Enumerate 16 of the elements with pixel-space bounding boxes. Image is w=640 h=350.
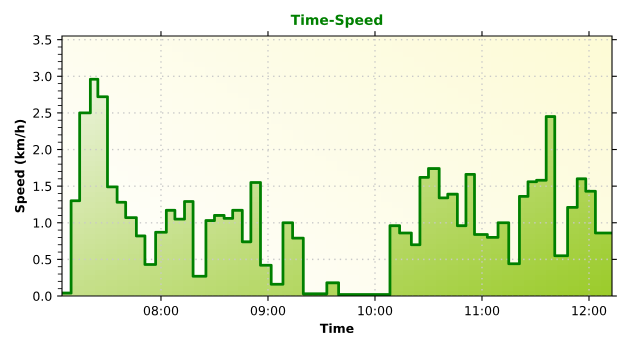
y-tick-label: 3.5 [33,35,52,45]
x-tick-label: 12:00 [572,306,606,316]
y-tick-label: 1.5 [34,182,52,192]
x-axis-title: Time [320,323,354,334]
y-tick-label: 0.5 [33,254,52,264]
y-tick-label: 2.5 [33,108,52,118]
y-tick-label: 1.0 [34,218,52,228]
chart-title: Time-Speed [290,14,382,28]
x-tick-label: 11:00 [465,306,500,316]
x-tick-label: 08:00 [144,306,178,316]
x-tick-label: 09:00 [250,306,286,316]
y-axis-title: Speed (km/h) [14,120,27,212]
x-tick-label: 10:00 [358,306,392,316]
y-tick-label: 2.0 [33,144,52,154]
y-tick-label: 3.0 [33,72,52,82]
y-tick-label: 0.0 [33,291,52,301]
